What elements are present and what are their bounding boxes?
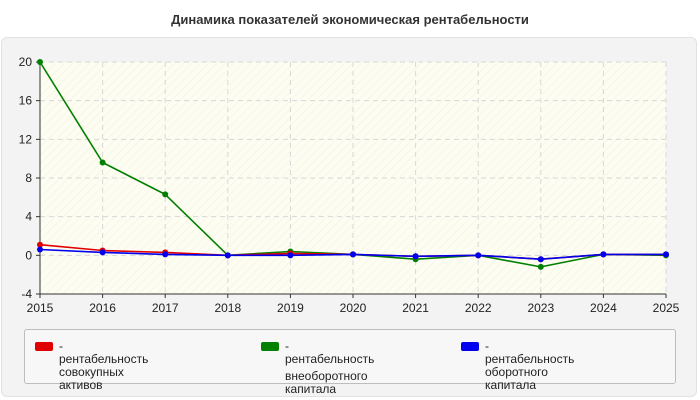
data-point [224, 252, 231, 259]
legend-label-line: - рентабельность совокупных [59, 339, 149, 379]
legend: - рентабельность совокупных активов - ре… [24, 329, 676, 396]
data-point [412, 253, 419, 260]
y-tick-label: 16 [19, 94, 33, 108]
y-tick-label: 4 [25, 210, 32, 224]
legend-label-line: капитала [485, 378, 537, 392]
data-point [537, 263, 544, 270]
legend-swatch-red [35, 342, 53, 351]
y-tick-label: 12 [19, 132, 33, 146]
x-tick-label: 2022 [465, 301, 492, 315]
x-tick-label: 2021 [402, 301, 429, 315]
data-point [287, 252, 294, 259]
legend-label-line: - рентабельность оборотного [485, 339, 575, 379]
x-tick-label: 2024 [590, 301, 617, 315]
data-point [537, 256, 544, 263]
data-point [162, 191, 169, 198]
data-point [162, 251, 169, 258]
data-point [600, 251, 607, 258]
legend-label-line: внеоборотного капитала [285, 369, 368, 396]
data-point [663, 251, 669, 258]
y-tick-label: 20 [19, 55, 33, 69]
x-tick-label: 2019 [277, 301, 304, 315]
chart-title: Динамика показателей экономическая рента… [171, 12, 529, 27]
y-tick-label: -4 [21, 287, 32, 301]
data-point [37, 246, 43, 253]
data-point [37, 241, 43, 248]
legend-label-line: - рентабельность [285, 339, 375, 366]
x-tick-label: 2020 [340, 301, 367, 315]
legend-swatch-green [261, 342, 279, 351]
x-tick-label: 2023 [527, 301, 554, 315]
legend-label-line: активов [59, 378, 103, 392]
y-tick-label: 8 [25, 171, 32, 185]
x-tick-label: 2018 [214, 301, 241, 315]
x-tick-label: 2025 [653, 301, 680, 315]
data-point [37, 59, 43, 65]
data-point [99, 159, 106, 166]
x-tick-label: 2016 [89, 301, 116, 315]
legend-swatch-blue [461, 342, 479, 351]
data-point [350, 251, 356, 258]
x-tick-label: 2015 [27, 301, 54, 315]
y-tick-label: 0 [25, 248, 32, 262]
x-tick-label: 2017 [152, 301, 179, 315]
data-point [475, 252, 482, 259]
data-point [99, 249, 106, 256]
